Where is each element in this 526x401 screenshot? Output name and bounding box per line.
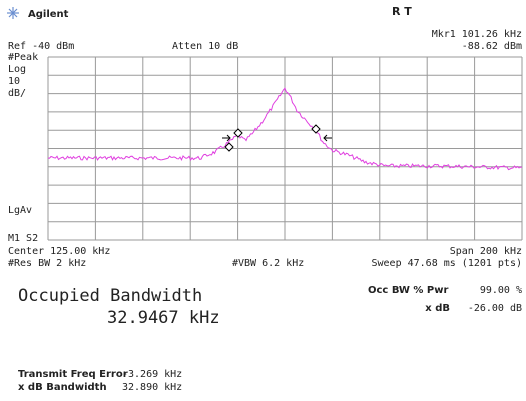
side-label: Log [8, 64, 26, 75]
detail-value: -3.269 kHz [122, 369, 182, 380]
attenuation: Atten 10 dB [172, 41, 238, 52]
center-freq: Center 125.00 kHz [8, 246, 110, 257]
rbw: #Res BW 2 kHz [8, 258, 86, 269]
pwr-label: Occ BW % Pwr [368, 285, 448, 296]
result-value: 32.9467 kHz [107, 308, 220, 328]
brand: Agilent [28, 9, 69, 20]
markers [222, 124, 332, 152]
xdb-label: x dB [425, 303, 450, 314]
result-title: Occupied Bandwidth [18, 286, 202, 306]
side-label: dB/ [8, 88, 26, 99]
trace [47, 87, 523, 171]
side-label: 10 [8, 76, 20, 87]
ref-level: Ref -40 dBm [8, 41, 74, 52]
span: Span 200 kHz [450, 246, 522, 257]
marker-state: M1 S2 [8, 233, 38, 244]
brand-icon [7, 7, 19, 19]
xdb-value: -26.00 dB [468, 303, 522, 314]
marker-level: -88.62 dBm [462, 41, 522, 52]
side-label: #Peak [8, 52, 38, 63]
detail-value: 32.890 kHz [122, 382, 182, 393]
pwr-value: 99.00 % [480, 285, 522, 296]
avg-label: LgAv [8, 205, 32, 216]
sweep: Sweep 47.68 ms (1201 pts) [371, 258, 522, 269]
vbw: #VBW 6.2 kHz [232, 258, 304, 269]
detail-label: x dB Bandwidth [18, 382, 107, 393]
detail-label: Transmit Freq Error [18, 369, 128, 380]
status: R T [392, 5, 412, 18]
grid [47, 56, 523, 241]
marker-freq: Mkr1 101.26 kHz [432, 29, 522, 40]
